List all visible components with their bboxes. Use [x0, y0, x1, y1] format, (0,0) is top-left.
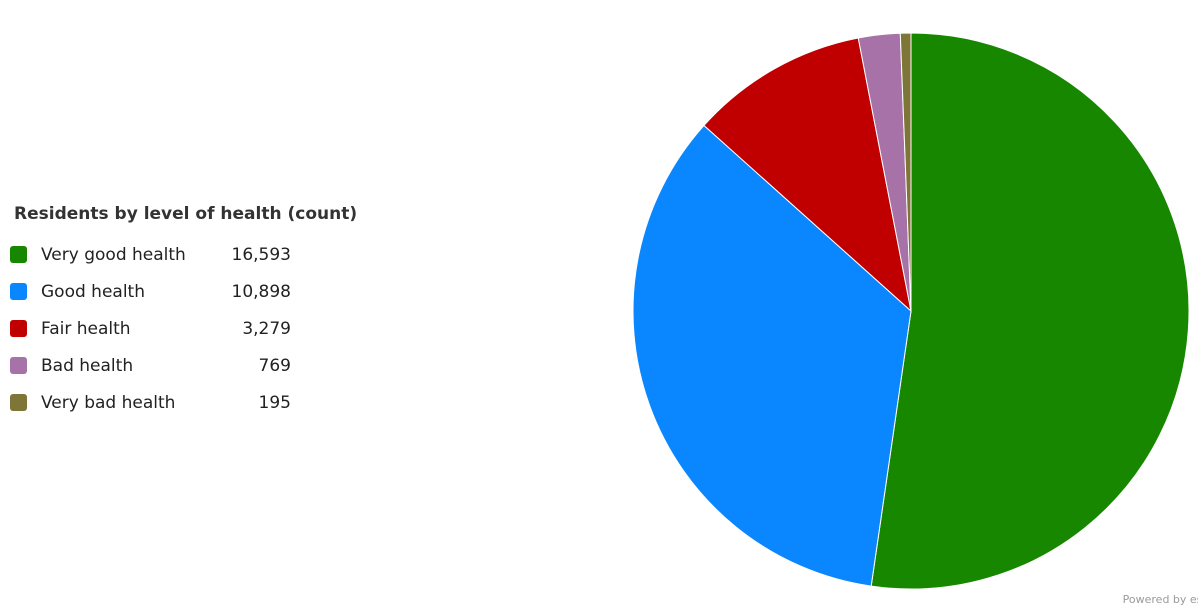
pie-slice-very-bad-health[interactable] [899, 32, 912, 312]
legend-swatch [10, 320, 27, 337]
pie-slice-fair-health[interactable] [703, 37, 912, 313]
legend-label: Fair health [41, 318, 131, 339]
pie-slices [632, 32, 1190, 590]
chart-title: Residents by level of health (count) [14, 204, 358, 224]
legend-label: Good health [41, 281, 145, 302]
legend-item-very-good-health: Very good health 16,593 [10, 236, 410, 273]
chart-legend: Residents by level of health (count) Ver… [10, 204, 410, 421]
legend-swatch [10, 357, 27, 374]
legend-swatch [10, 283, 27, 300]
legend-value: 10,898 [231, 281, 291, 302]
legend-item-bad-health: Bad health 769 [10, 347, 410, 384]
legend-list: Very good health 16,593 Good health 10,8… [10, 236, 410, 421]
legend-label: Very good health [41, 244, 186, 265]
legend-value: 769 [258, 355, 291, 376]
legend-value: 195 [258, 392, 291, 413]
legend-item-fair-health: Fair health 3,279 [10, 310, 410, 347]
legend-swatch [10, 246, 27, 263]
pie-slice-very-good-health[interactable] [870, 32, 1190, 590]
legend-label: Bad health [41, 355, 134, 376]
legend-value: 3,279 [242, 318, 291, 339]
pie-slice-good-health[interactable] [632, 124, 912, 587]
legend-item-good-health: Good health 10,898 [10, 273, 410, 310]
legend-value: 16,593 [231, 244, 291, 265]
legend-item-very-bad-health: Very bad health 195 [10, 384, 410, 421]
powered-by-text: Powered by esri [1122, 593, 1198, 606]
legend-label: Very bad health [41, 392, 176, 413]
legend-swatch [10, 394, 27, 411]
